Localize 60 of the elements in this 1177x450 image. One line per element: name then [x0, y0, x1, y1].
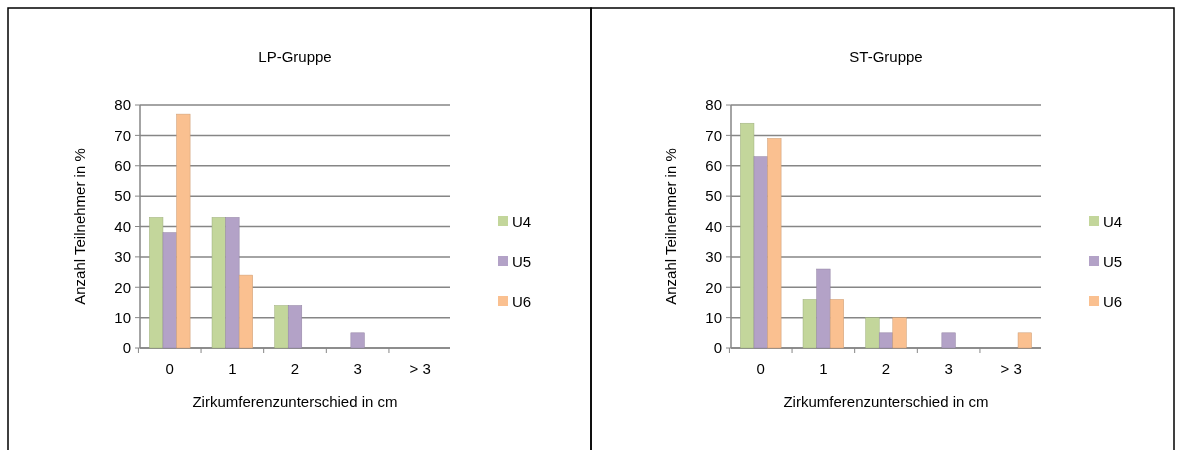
bar: [767, 138, 782, 349]
y-tick-label: 0: [713, 339, 722, 357]
x-tick-label: 3: [353, 360, 362, 377]
y-tick-label: 80: [114, 96, 131, 114]
bar: [1017, 332, 1032, 349]
bar: [149, 217, 164, 349]
y-tick-label: 10: [705, 308, 722, 326]
x-tick-label: > 3: [1000, 360, 1022, 377]
bar: [878, 332, 894, 349]
bar: [829, 299, 844, 349]
x-axis-title: Zirkumferenzunterschied in cm: [192, 393, 398, 410]
y-tick-label: 20: [114, 278, 131, 296]
bar: [211, 217, 226, 349]
y-tick-label: 30: [705, 248, 722, 266]
y-tick-label: 60: [705, 157, 722, 174]
y-tick-label: 40: [705, 217, 722, 235]
bar: [162, 232, 177, 349]
y-tick-label: 20: [705, 278, 722, 296]
y-axis-title: Anzahl Teilnehmer in %: [71, 148, 88, 305]
bar: [350, 332, 365, 349]
x-tick-label: > 3: [409, 360, 431, 377]
bar: [865, 317, 880, 349]
y-tick-label: 10: [114, 308, 131, 326]
bar: [753, 156, 768, 349]
x-tick-label: 0: [756, 360, 765, 377]
y-tick-label: 80: [705, 96, 722, 114]
chart-title: LP-Gruppe: [258, 48, 332, 65]
y-tick-label: 30: [114, 248, 131, 266]
x-tick-label: 3: [944, 360, 953, 377]
bar: [274, 305, 289, 349]
chart-title: ST-Gruppe: [849, 48, 923, 65]
y-tick-label: 0: [122, 339, 131, 357]
y-axis-title: Anzahl Teilnehmer in %: [662, 148, 679, 305]
legend-label: U4: [512, 213, 532, 231]
legend-label: U5: [1103, 253, 1123, 271]
bar: [740, 122, 755, 349]
x-tick-label: 2: [881, 360, 891, 377]
x-tick-label: 1: [819, 360, 828, 377]
y-tick-label: 70: [114, 126, 131, 144]
bar: [287, 305, 303, 349]
y-tick-label: 50: [705, 187, 722, 205]
y-tick-label: 40: [114, 217, 131, 235]
legend-label: U4: [1103, 213, 1123, 231]
legend-label: U6: [512, 293, 532, 311]
legend-label: U5: [512, 253, 532, 271]
bar: [892, 317, 907, 349]
bar: [238, 274, 253, 349]
x-tick-label: 1: [228, 360, 237, 377]
y-tick-label: 60: [114, 157, 131, 174]
bar: [225, 217, 240, 349]
bar: [941, 332, 956, 349]
x-tick-label: 0: [165, 360, 174, 377]
bar: [816, 268, 831, 349]
y-tick-label: 50: [114, 187, 131, 205]
legend-label: U6: [1103, 293, 1123, 311]
y-tick-label: 70: [705, 126, 722, 144]
x-axis-title: Zirkumferenzunterschied in cm: [783, 393, 989, 410]
x-tick-label: 2: [290, 360, 300, 377]
bar: [176, 113, 191, 349]
bar: [802, 299, 817, 349]
